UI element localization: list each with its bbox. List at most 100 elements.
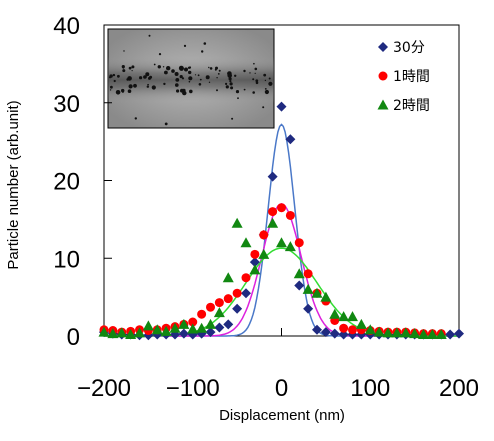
inset-particle	[166, 66, 171, 71]
x-tick-label: −200	[77, 375, 131, 402]
data-point-series-3	[338, 311, 350, 322]
inset-particle	[227, 73, 232, 78]
data-point-series-3	[213, 307, 225, 318]
data-point-series-1	[241, 288, 251, 299]
inset-particle	[122, 67, 125, 69]
inset-particle	[252, 78, 255, 81]
inset-particle	[128, 84, 133, 89]
fit-curves	[104, 123, 459, 337]
inset-particle	[225, 85, 229, 89]
inset-particle	[149, 75, 153, 79]
inset-particle	[175, 83, 179, 87]
legend-label-1: 30分	[393, 40, 425, 56]
inset-particle	[268, 77, 271, 80]
inset-particle	[228, 77, 232, 81]
fit-curve-3	[104, 247, 459, 337]
inset-particle	[174, 72, 179, 76]
data-point-series-1	[178, 328, 189, 339]
inset-particle	[163, 82, 166, 86]
inset-particle	[112, 73, 116, 77]
data-point-series-2	[348, 325, 357, 335]
data-point-series-3	[409, 328, 421, 339]
inset-particle	[109, 89, 112, 91]
data-point-series-3	[134, 327, 145, 338]
x-axis-title: Displacement (nm)	[219, 407, 345, 424]
legend-marker-2	[378, 71, 388, 81]
inset-particle	[123, 50, 125, 52]
inset-particle	[121, 90, 124, 93]
data-point-series-2	[214, 298, 224, 308]
inset-particle	[254, 67, 258, 71]
inset-particle	[164, 122, 168, 126]
inset-particle	[264, 88, 267, 90]
inset-particle	[126, 78, 129, 81]
inset-particle	[201, 50, 204, 53]
inset-particle	[148, 34, 151, 37]
data-point-series-2	[206, 302, 215, 312]
inset-particle	[262, 106, 265, 109]
inset-particle	[162, 66, 165, 68]
inset-particle	[181, 77, 185, 80]
inset-particle	[263, 73, 267, 77]
y-tick-label: 20	[53, 169, 80, 196]
data-point-series-3	[258, 248, 270, 259]
inset-particle	[216, 77, 218, 79]
data-point-series-1	[232, 303, 243, 314]
data-point-series-3	[293, 268, 305, 279]
data-point-series-2	[259, 230, 269, 240]
inset-particle	[147, 83, 150, 86]
inset-particle	[214, 68, 217, 71]
data-point-series-2	[188, 317, 198, 327]
data-point-series-1	[294, 280, 305, 291]
inset-particle	[131, 65, 135, 69]
data-point-series-2	[294, 238, 304, 248]
inset-particle	[183, 44, 187, 48]
data-point-series-3	[151, 324, 163, 335]
data-point-series-1	[249, 257, 260, 268]
inset-particle	[143, 75, 147, 79]
data-point-series-1	[223, 319, 234, 330]
inset-particle	[225, 82, 228, 85]
inset-particle	[175, 78, 180, 82]
data-point-series-3	[222, 272, 234, 283]
data-point-series-3	[382, 327, 394, 338]
y-tick-label: 30	[53, 91, 80, 118]
inset-particle	[158, 53, 162, 56]
y-axis-title: Particle number (arb.unit)	[5, 100, 22, 269]
inset-particle	[164, 70, 168, 75]
data-point-series-3	[435, 328, 447, 339]
data-point-series-1	[276, 101, 287, 112]
data-point-series-2	[250, 249, 260, 259]
inset-particle	[197, 74, 200, 77]
data-point-series-3	[231, 217, 243, 228]
inset-particle	[188, 70, 192, 75]
data-point-series-3	[142, 320, 154, 331]
legend: 30分 1時間 2時間	[377, 40, 430, 114]
data-point-series-3	[169, 322, 181, 333]
data-point-series-3	[107, 328, 119, 339]
inset-particle	[229, 82, 233, 86]
data-point-series-3	[400, 327, 412, 338]
inset-particle	[139, 76, 143, 80]
x-tick-label: 200	[439, 375, 479, 402]
inset-particle	[157, 65, 161, 69]
inset-particle	[243, 69, 246, 73]
data-point-series-3	[240, 237, 252, 248]
data-point-series-1	[320, 327, 331, 338]
data-point-series-3	[267, 217, 279, 228]
data-point-series-3	[125, 328, 137, 339]
inset-particle	[151, 85, 156, 90]
x-tick-label: 0	[275, 375, 288, 402]
inset-micrograph	[107, 28, 275, 129]
inset-particle	[229, 80, 232, 83]
inset-particle	[178, 65, 184, 71]
data-point-series-3	[364, 324, 376, 335]
data-point-series-2	[277, 203, 286, 213]
inset-particle	[254, 72, 256, 74]
data-point-series-3	[355, 318, 367, 329]
inset-particle	[264, 79, 267, 82]
data-point-series-3	[426, 328, 438, 339]
inset-particle	[199, 78, 202, 81]
inset-particle	[234, 74, 237, 78]
